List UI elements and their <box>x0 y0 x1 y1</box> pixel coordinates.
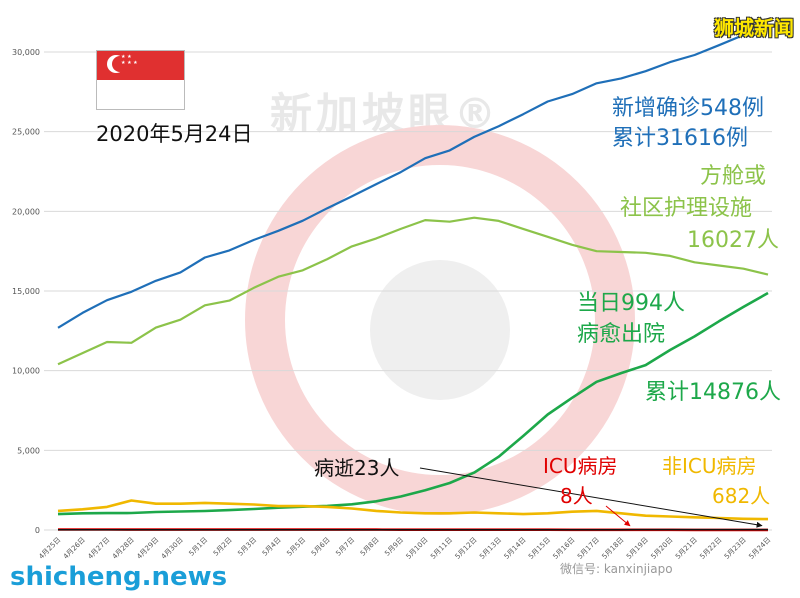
non-icu-annotation-line2: 682人 <box>712 484 771 508</box>
x-tick-label: 4月29日 <box>135 536 160 561</box>
site-logo: shicheng.news <box>10 562 228 592</box>
confirmed-annotation-line1: 新增确诊548例 <box>612 96 764 121</box>
confirmed-series-line <box>57 25 769 329</box>
icu-annotation-line2: 8人 <box>560 484 593 508</box>
x-tick-label: 4月25日 <box>37 536 62 561</box>
x-tick-label: 5月11日 <box>429 536 454 561</box>
x-tick-label: 5月12日 <box>454 536 479 561</box>
x-tick-label: 5月10日 <box>405 536 430 561</box>
date-label: 2020年5月24日 <box>96 122 253 146</box>
x-tick-label: 4月27日 <box>86 536 111 561</box>
x-tick-label: 5月17日 <box>576 536 601 561</box>
recovered-annotation-line2: 病愈出院 <box>577 322 666 347</box>
y-tick-label: 30,000 <box>12 48 40 57</box>
x-tick-label: 5月8日 <box>359 536 381 558</box>
y-tick-label: 0 <box>35 526 40 535</box>
x-tick-label: 4月30日 <box>160 536 185 561</box>
x-tick-label: 5月9日 <box>383 536 405 558</box>
brand-logo: 狮城新闻 <box>714 16 794 40</box>
singapore-flag-icon: ★ ★ ★ ★ ★ <box>96 50 185 110</box>
x-tick-label: 5月3日 <box>236 536 258 558</box>
x-tick-label: 5月14日 <box>503 536 528 561</box>
wechat-id: 微信号: kanxinjiapo <box>560 562 673 576</box>
recovered-annotation-line1: 当日994人 <box>577 291 685 316</box>
y-tick-label: 15,000 <box>12 287 40 296</box>
x-tick-label: 5月4日 <box>261 536 283 558</box>
x-tick-label: 5月16日 <box>552 536 577 561</box>
x-tick-label: 5月6日 <box>310 536 332 558</box>
x-tick-label: 5月1日 <box>187 536 209 558</box>
x-tick-label: 5月24日 <box>747 536 772 561</box>
watermark-circle <box>245 125 635 515</box>
icu-annotation-line1: ICU病房 <box>543 454 618 478</box>
x-tick-label: 4月26日 <box>62 536 87 561</box>
x-tick-label: 5月13日 <box>478 536 503 561</box>
y-tick-label: 25,000 <box>12 128 40 137</box>
recovered-series-line <box>57 291 769 516</box>
x-tick-label: 5月22日 <box>698 536 723 561</box>
icu-arrow <box>605 505 631 527</box>
non-icu-annotation-line1: 非ICU病房 <box>662 454 757 478</box>
community-annotation-line3: 16027人 <box>687 228 779 253</box>
x-tick-label: 5月2日 <box>212 536 234 558</box>
y-tick-label: 10,000 <box>12 367 40 376</box>
deaths-arrow <box>419 467 763 528</box>
community-annotation-line2: 社区护理设施 <box>620 196 753 221</box>
confirmed-annotation-line2: 累计31616例 <box>612 126 748 151</box>
x-tick-label: 5月21日 <box>674 536 699 561</box>
deaths-annotation: 病逝23人 <box>314 456 400 480</box>
y-tick-label: 20,000 <box>12 207 40 216</box>
x-tick-label: 5月15日 <box>527 536 552 561</box>
x-tick-label: 5月23日 <box>723 536 748 561</box>
x-tick-label: 5月18日 <box>601 536 626 561</box>
x-tick-label: 5月7日 <box>334 536 356 558</box>
non_icu-series-line <box>57 499 769 521</box>
community-annotation-line1: 方舱或 <box>700 164 767 189</box>
x-tick-label: 5月19日 <box>625 536 650 561</box>
recovered-total-annotation: 累计14876人 <box>645 380 781 405</box>
x-tick-label: 4月28日 <box>111 536 136 561</box>
x-tick-label: 5月20日 <box>649 536 674 561</box>
community-series-line <box>57 216 769 366</box>
y-tick-label: 5,000 <box>17 446 40 455</box>
x-tick-label: 5月5日 <box>285 536 307 558</box>
